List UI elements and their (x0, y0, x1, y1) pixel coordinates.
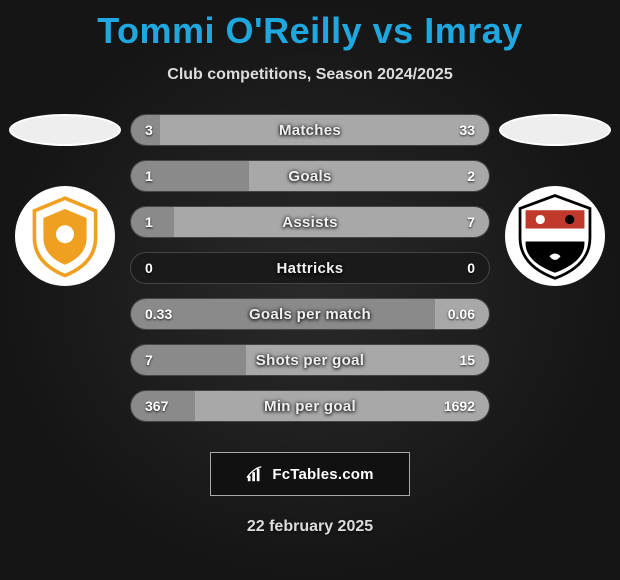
subtitle: Club competitions, Season 2024/2025 (0, 66, 620, 84)
stat-row: 7 15 Shots per goal (130, 344, 490, 376)
stat-label: Hattricks (277, 260, 344, 277)
stat-row: 0.33 0.06 Goals per match (130, 298, 490, 330)
bar-chart-icon (246, 465, 264, 483)
stat-row: 0 0 Hattricks (130, 252, 490, 284)
stat-label: Matches (279, 122, 341, 139)
right-player-column (490, 114, 620, 286)
stats-list: 333Matches12Goals17Assists00Hattricks0.3… (130, 114, 490, 422)
footer-date: 22 february 2025 (0, 518, 620, 536)
left-player-column (0, 114, 130, 286)
bromley-badge-icon (509, 190, 601, 282)
stat-value-right: 2 (467, 168, 475, 184)
stat-label: Min per goal (264, 398, 356, 415)
stat-value-left: 1 (145, 168, 153, 184)
left-player-avatar (9, 114, 121, 146)
stat-value-left: 367 (145, 398, 168, 414)
stat-row: 367 1692 Min per goal (130, 390, 490, 422)
brand-text: FcTables.com (272, 466, 373, 483)
stat-value-right: 15 (459, 352, 475, 368)
stat-row: 333Matches (130, 114, 490, 146)
brand-footer[interactable]: FcTables.com (210, 452, 410, 496)
stat-value-right: 0.06 (448, 306, 475, 322)
stat-label: Goals (288, 168, 331, 185)
stat-value-left: 1 (145, 214, 153, 230)
stat-row: 1 7 Assists (130, 206, 490, 238)
stat-label: Shots per goal (256, 352, 364, 369)
stat-value-right: 1692 (444, 398, 475, 414)
stat-value-right: 33 (459, 122, 475, 138)
mkdons-badge-icon (20, 191, 110, 281)
page-title: Tommi O'Reilly vs Imray (0, 0, 620, 52)
stat-value-right: 0 (467, 260, 475, 276)
stat-row: 1 2 Goals (130, 160, 490, 192)
stat-value-left: 7 (145, 352, 153, 368)
stat-value-left: 0.33 (145, 306, 172, 322)
comparison-panel: 333Matches12Goals17Assists00Hattricks0.3… (0, 114, 620, 422)
stat-label: Goals per match (249, 306, 371, 323)
right-player-avatar (499, 114, 611, 146)
stat-value-left: 3 (145, 122, 153, 138)
stat-fill-right (249, 161, 489, 191)
stat-value-left: 0 (145, 260, 153, 276)
left-club-badge (15, 186, 115, 286)
stat-value-right: 7 (467, 214, 475, 230)
stat-label: Assists (282, 214, 337, 231)
right-club-badge (505, 186, 605, 286)
